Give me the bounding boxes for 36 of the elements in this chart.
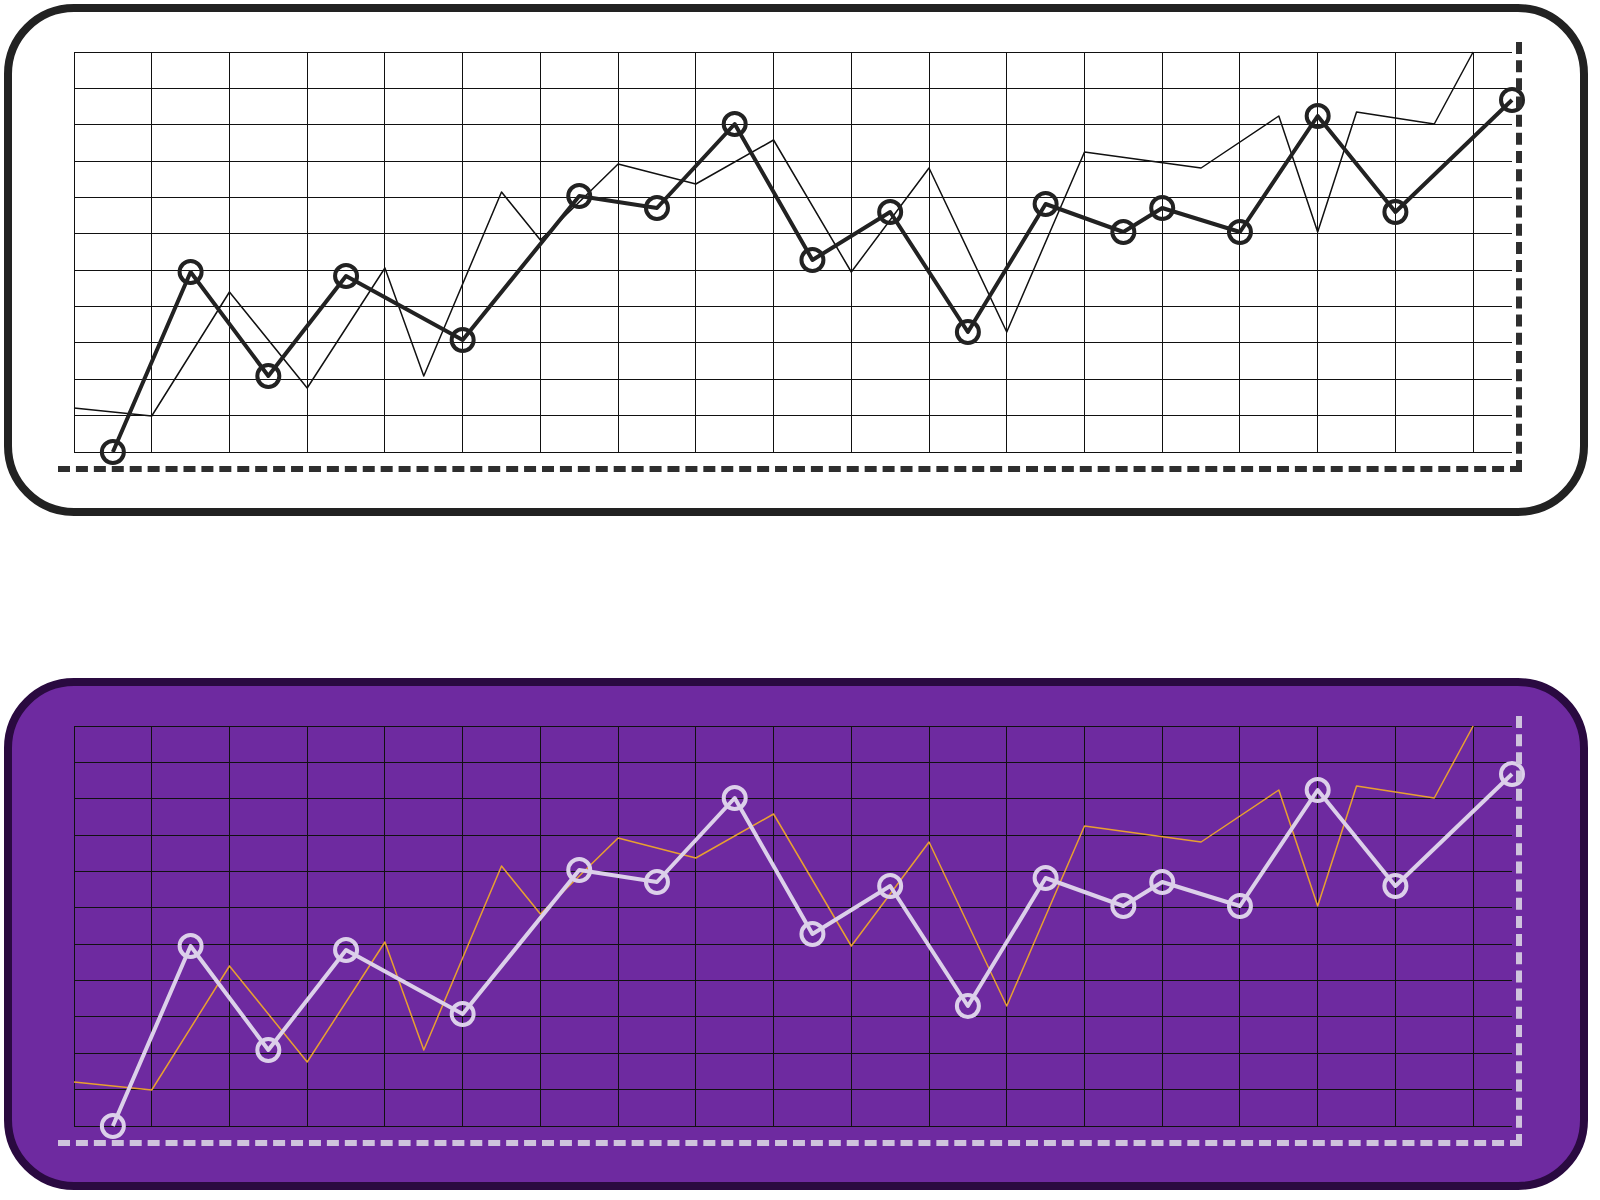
point [449,1001,476,1027]
point [255,1037,282,1063]
point [566,857,593,883]
point [1032,191,1059,217]
point [333,263,360,289]
point [721,785,748,811]
point [333,937,360,963]
point [721,111,748,137]
point [954,319,981,345]
point [643,195,670,221]
point [99,1113,126,1139]
point [99,439,126,465]
point [1110,893,1137,919]
point [1110,219,1137,245]
point [1499,761,1525,787]
point [1149,869,1176,895]
point [1382,873,1409,899]
point [1226,893,1253,919]
point [1032,865,1059,891]
point [177,933,204,959]
point [1382,199,1409,225]
point [566,183,593,209]
point [1304,103,1331,129]
point [954,993,981,1019]
point [255,363,282,389]
point [177,259,204,285]
point [799,921,826,947]
point [1499,87,1525,113]
point [877,199,904,225]
point [449,327,476,353]
point [1304,777,1331,803]
point [877,873,904,899]
point [643,869,670,895]
point [1149,195,1176,221]
point [1226,219,1253,245]
point [799,247,826,273]
